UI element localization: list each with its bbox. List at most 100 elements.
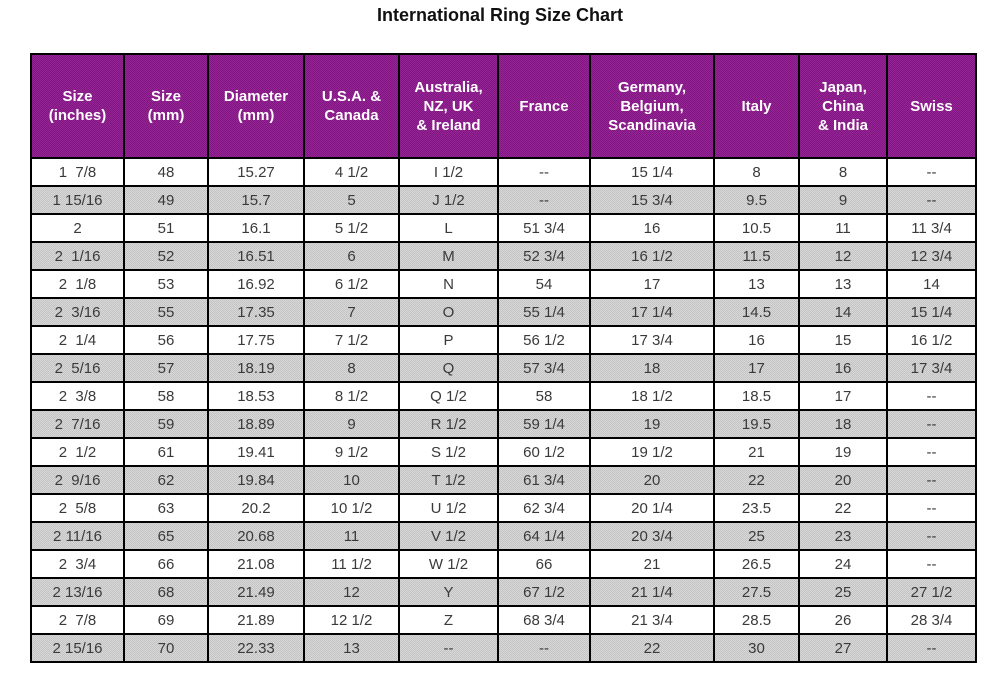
table-cell: 5 — [303, 185, 400, 215]
column-header: Australia, NZ, UK & Ireland — [398, 53, 499, 159]
table-cell: Z — [398, 605, 499, 635]
table-cell: 17.35 — [207, 297, 305, 327]
table-cell: 64 1/4 — [497, 521, 591, 551]
column-header: Italy — [713, 53, 800, 159]
table-cell: -- — [497, 157, 591, 187]
table-row: 2 13/16 68 21.49 12 Y 67 1/2 21 1/4 27.5 25 27 1/… — [30, 577, 977, 607]
header-row: Size (inches) Size (mm) Diameter (mm) U.S.A… — [30, 53, 977, 159]
table-cell: 24 — [798, 549, 888, 579]
table-cell: 55 — [123, 297, 209, 327]
table-cell: 17 3/4 — [886, 353, 977, 383]
table-cell: 14 — [798, 297, 888, 327]
table-cell: -- — [886, 185, 977, 215]
table-cell: 63 — [123, 493, 209, 523]
table-cell: 58 — [123, 381, 209, 411]
table-cell: 9 — [798, 185, 888, 215]
page-title: International Ring Size Chart — [376, 5, 624, 25]
table-cell: 51 3/4 — [497, 213, 591, 243]
table-cell: -- — [398, 633, 499, 663]
table-cell: 16.92 — [207, 269, 305, 299]
table-cell: 21 — [589, 549, 715, 579]
table-cell: -- — [886, 437, 977, 467]
table-cell: 19 1/2 — [589, 437, 715, 467]
table-cell: 52 3/4 — [497, 241, 591, 271]
table-row: 2 9/16 62 19.84 10 T 1/2 61 3/4 20 22 20 -- — [30, 465, 977, 495]
table-cell: 27.5 — [713, 577, 800, 607]
table-cell: 15 3/4 — [589, 185, 715, 215]
table-cell: 23.5 — [713, 493, 800, 523]
table-cell: 2 1/8 — [30, 269, 125, 299]
table-cell: 22 — [589, 633, 715, 663]
table-cell: 16 1/2 — [886, 325, 977, 355]
table-cell: 56 — [123, 325, 209, 355]
table-cell: 62 — [123, 465, 209, 495]
table-cell: -- — [886, 465, 977, 495]
table-cell: Q — [398, 353, 499, 383]
table-cell: 28.5 — [713, 605, 800, 635]
table-cell: 21 3/4 — [589, 605, 715, 635]
table-row: 2 3/4 66 21.08 11 1/2 W 1/2 66 21 26.5 24 -- — [30, 549, 977, 579]
table-cell: 68 — [123, 577, 209, 607]
table-cell: 16 — [713, 325, 800, 355]
table-cell: 21.89 — [207, 605, 305, 635]
table-cell: -- — [886, 521, 977, 551]
table-cell: 20 3/4 — [589, 521, 715, 551]
table-cell: 11 — [798, 213, 888, 243]
table-cell: 17 — [713, 353, 800, 383]
table-cell: -- — [886, 633, 977, 663]
table-cell: 67 1/2 — [497, 577, 591, 607]
table-cell: 2 11/16 — [30, 521, 125, 551]
table-cell: 2 3/8 — [30, 381, 125, 411]
table-cell: 20 1/4 — [589, 493, 715, 523]
table-cell: 15 1/4 — [886, 297, 977, 327]
column-header: Swiss — [886, 53, 977, 159]
table-row: 1 7/8 48 15.27 4 1/2 I 1/2 -- 15 1/4 8 8 -- — [30, 157, 977, 187]
table-cell: 16.51 — [207, 241, 305, 271]
table-row: 1 15/16 49 15.7 5 J 1/2 -- 15 3/4 9.5 9 -- — [30, 185, 977, 215]
table-cell: 57 3/4 — [497, 353, 591, 383]
table-row: 2 11/16 65 20.68 11 V 1/2 64 1/4 20 3/4 25 23 -- — [30, 521, 977, 551]
table-cell: 13 — [713, 269, 800, 299]
table-row: 2 51 16.1 5 1/2 L 51 3/4 16 10.5 11 11 3/4 — [30, 213, 977, 243]
table-cell: 66 — [123, 549, 209, 579]
table-cell: 8 — [798, 157, 888, 187]
table-cell: 11 — [303, 521, 400, 551]
table-cell: -- — [497, 185, 591, 215]
table-cell: 10 — [303, 465, 400, 495]
table-row: 2 1/16 52 16.51 6 M 52 3/4 16 1/2 11.5 12 12 3/4 — [30, 241, 977, 271]
table-cell: 19 — [589, 409, 715, 439]
table-cell: -- — [886, 549, 977, 579]
table-cell: 69 — [123, 605, 209, 635]
table-cell: 19.84 — [207, 465, 305, 495]
table-cell: 19.41 — [207, 437, 305, 467]
table-cell: 18.5 — [713, 381, 800, 411]
table-cell: -- — [886, 493, 977, 523]
column-header: Size (mm) — [123, 53, 209, 159]
table-row: 2 3/8 58 18.53 8 1/2 Q 1/2 58 18 1/2 18.5 17 -- — [30, 381, 977, 411]
table-cell: 20 — [798, 465, 888, 495]
table-cell: V 1/2 — [398, 521, 499, 551]
table-cell: 10 1/2 — [303, 493, 400, 523]
table-cell: 18 1/2 — [589, 381, 715, 411]
table-cell: W 1/2 — [398, 549, 499, 579]
table-cell: 20.68 — [207, 521, 305, 551]
table-cell: 17 — [589, 269, 715, 299]
table-cell: 17 — [798, 381, 888, 411]
table-cell: 8 — [713, 157, 800, 187]
table-cell: -- — [886, 409, 977, 439]
table-row: 2 7/8 69 21.89 12 1/2 Z 68 3/4 21 3/4 28.5 26 28 … — [30, 605, 977, 635]
table-cell: -- — [886, 381, 977, 411]
table-cell: 12 1/2 — [303, 605, 400, 635]
table-cell: T 1/2 — [398, 465, 499, 495]
table-cell: 6 1/2 — [303, 269, 400, 299]
column-header: Germany, Belgium, Scandinavia — [589, 53, 715, 159]
table-cell: 61 3/4 — [497, 465, 591, 495]
table-cell: 19.5 — [713, 409, 800, 439]
table-cell: 2 9/16 — [30, 465, 125, 495]
table-cell: 17.75 — [207, 325, 305, 355]
table-cell: 2 7/8 — [30, 605, 125, 635]
table-row: 2 1/4 56 17.75 7 1/2 P 56 1/2 17 3/4 16 15 16 1/2 — [30, 325, 977, 355]
table-cell: 16 — [798, 353, 888, 383]
table-cell: 62 3/4 — [497, 493, 591, 523]
